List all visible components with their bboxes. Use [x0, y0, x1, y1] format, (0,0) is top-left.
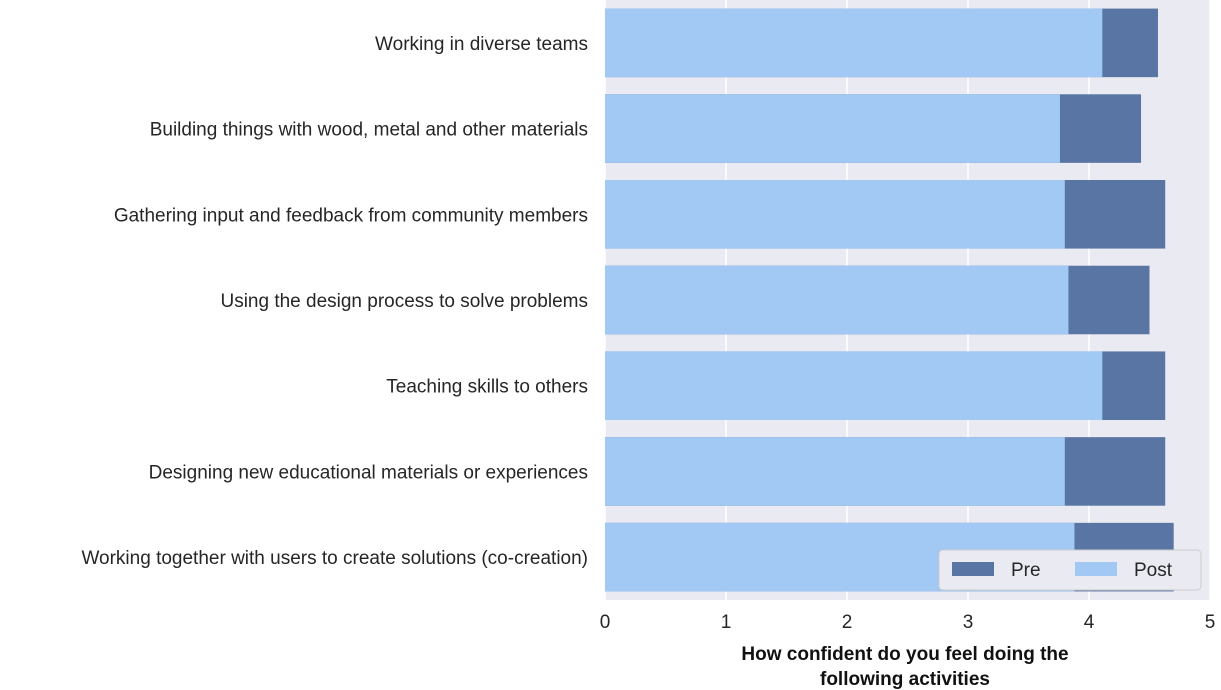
legend-label-post: Post	[1134, 560, 1173, 581]
legend-box	[938, 549, 1202, 591]
x-axis-label-line-1: How confident do you feel doing the	[741, 644, 1068, 665]
x-axis-label-line-2: following activities	[820, 669, 990, 690]
category-label-0: Working in diverse teams	[375, 34, 588, 55]
legend: Pre Post	[938, 549, 1202, 591]
x-tick-label-5: 5	[1205, 612, 1216, 633]
bar-post-5	[605, 437, 1065, 506]
legend-swatch-pre	[952, 562, 994, 576]
x-tick-label-3: 3	[963, 612, 974, 633]
category-label-1: Building things with wood, metal and oth…	[150, 120, 588, 141]
legend-swatch-post	[1075, 562, 1117, 576]
x-tick-label-2: 2	[842, 612, 853, 633]
bar-post-2	[605, 180, 1065, 249]
bar-post-1	[605, 94, 1060, 163]
x-tick-label-4: 4	[1084, 612, 1095, 633]
category-label-4: Teaching skills to others	[386, 377, 588, 398]
legend-label-pre: Pre	[1011, 560, 1041, 581]
category-label-3: Using the design process to solve proble…	[220, 291, 588, 312]
category-labels: Working in diverse teams Building things …	[81, 34, 588, 569]
bar-post-4	[605, 351, 1103, 420]
category-label-5: Designing new educational materials or e…	[149, 462, 588, 483]
x-tick-label-0: 0	[600, 612, 611, 633]
x-tick-label-1: 1	[721, 612, 732, 633]
bar-post-0	[605, 8, 1103, 78]
bars	[605, 8, 1174, 592]
bar-post-3	[605, 265, 1069, 335]
category-label-2: Gathering input and feedback from commun…	[114, 205, 588, 226]
category-label-6: Working together with users to create so…	[81, 548, 588, 569]
x-tick-labels: 0 1 2 3 4 5	[600, 612, 1216, 633]
